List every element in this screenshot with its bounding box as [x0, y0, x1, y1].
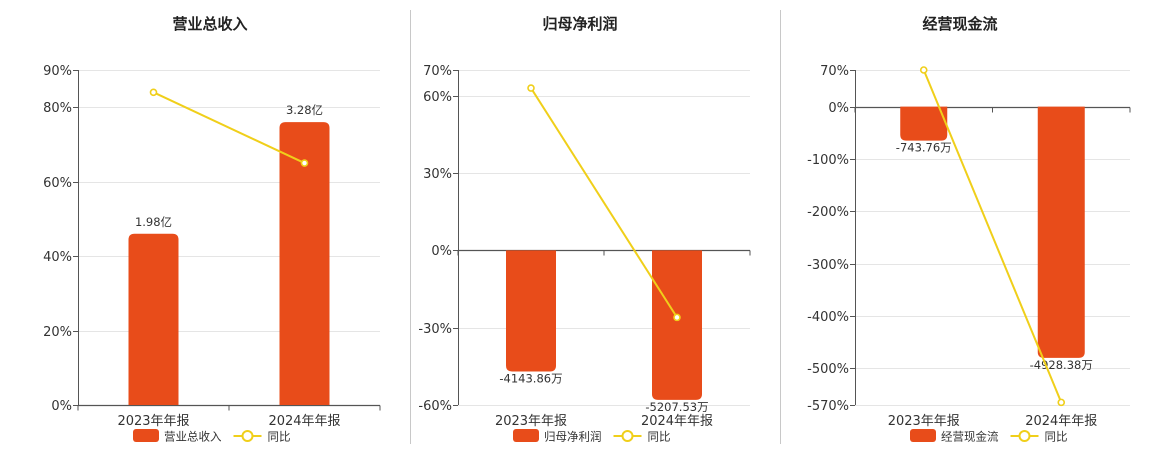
bar-value-label: 1.98亿: [135, 215, 172, 229]
x-category-label: 2023年年报: [495, 414, 567, 429]
y-tick-label: 80%: [43, 101, 72, 116]
bar[interactable]: [900, 106, 948, 141]
legend-label: 营业总收入: [164, 430, 222, 444]
x-category-label: 2024年年报: [1025, 414, 1097, 429]
yoy-line: [153, 91, 305, 164]
bar[interactable]: [652, 250, 702, 400]
yoy-line: [922, 69, 1063, 403]
y-tick-label: -400%: [807, 310, 849, 325]
chart-title: 营业总收入: [172, 15, 247, 33]
y-tick-label: 30%: [423, 167, 452, 182]
legend-bar-swatch: [513, 429, 539, 442]
legend-bar-swatch: [910, 429, 936, 442]
x-category-label: 2023年年报: [117, 414, 189, 429]
y-tick-label: -100%: [807, 153, 849, 168]
legend-label: 同比: [648, 430, 671, 444]
x-category-label: 2023年年报: [888, 414, 960, 429]
y-tick-label: 90%: [43, 64, 72, 79]
yoy-point[interactable]: [919, 66, 928, 74]
chart-title: 经营现金流: [922, 15, 997, 33]
bar-value-label: -743.76万: [896, 141, 952, 155]
yoy-point[interactable]: [149, 88, 158, 97]
yoy-point[interactable]: [673, 313, 681, 322]
y-tick-label: 70%: [423, 64, 452, 79]
legend-label: 同比: [268, 430, 291, 444]
y-tick-label: -300%: [807, 258, 849, 273]
bar[interactable]: [1037, 106, 1085, 358]
y-tick-label: 70%: [820, 64, 849, 79]
y-tick-label: 20%: [43, 325, 72, 340]
legend-bar-swatch: [133, 429, 159, 442]
y-tick-label: -30%: [418, 322, 452, 337]
bar-value-label: -4143.86万: [499, 372, 562, 386]
yoy-point[interactable]: [527, 84, 535, 92]
y-tick-label: -60%: [418, 399, 452, 414]
y-tick-label: 60%: [423, 90, 452, 105]
chart-title: 归母净利润: [542, 15, 617, 33]
legend-label: 经营现金流: [941, 430, 999, 444]
bar-value-label: 3.28亿: [286, 103, 323, 117]
bar[interactable]: [506, 250, 556, 372]
legend-label: 归母净利润: [544, 430, 602, 444]
x-category-label: 2024年年报: [641, 414, 713, 429]
bar[interactable]: [279, 122, 330, 405]
y-tick-label: -500%: [807, 362, 849, 377]
legend-line-marker: [621, 430, 634, 442]
bar-value-label: -4928.38万: [1030, 358, 1093, 372]
bar[interactable]: [128, 233, 179, 405]
bar-value-label: -5207.53万: [645, 400, 708, 414]
y-tick-label: 40%: [43, 250, 72, 265]
y-tick-label: -200%: [807, 205, 849, 220]
x-category-label: 2024年年报: [268, 414, 340, 429]
legend-line-marker: [241, 430, 254, 442]
legend-label: 同比: [1045, 430, 1068, 444]
y-tick-label: 60%: [43, 176, 72, 191]
yoy-point[interactable]: [1057, 398, 1066, 407]
legend-line-marker: [1018, 430, 1031, 442]
yoy-line: [530, 87, 678, 318]
y-tick-label: 0%: [828, 101, 849, 116]
y-tick-label: 0%: [431, 244, 452, 259]
yoy-point[interactable]: [300, 159, 309, 167]
y-tick-label: -570%: [807, 399, 849, 414]
y-tick-label: 0%: [51, 399, 72, 414]
